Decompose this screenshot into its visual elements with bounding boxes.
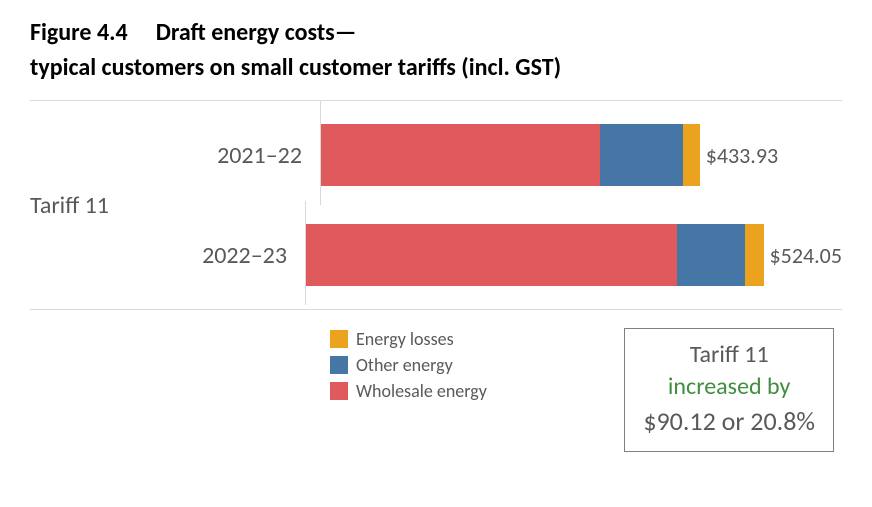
legend-label: Other energy: [356, 354, 453, 376]
bar-segment: [683, 124, 700, 186]
bar-segment: [305, 224, 677, 286]
below-chart-row: Energy losses Other energy Wholesale energ…: [30, 328, 842, 452]
bar-total-label: $433.93: [706, 142, 778, 169]
bar-segment: [600, 124, 683, 186]
legend-item: Wholesale energy: [330, 380, 487, 402]
figure-title-rest: Draft energy costs—: [156, 18, 357, 47]
tariff-group-label: Tariff 11: [30, 191, 109, 220]
figure-title-line-2: typical customers on small customer tari…: [30, 53, 842, 82]
bar-total-label: $524.05: [770, 242, 842, 269]
legend-label: Wholesale energy: [356, 380, 487, 402]
year-label: 2022–23: [30, 241, 305, 270]
callout-box: Tariff 11 increased by $90.12 or 20.8%: [624, 328, 834, 452]
legend-swatch: [330, 356, 348, 374]
legend: Energy losses Other energy Wholesale energ…: [330, 328, 487, 406]
bar-segment: [320, 124, 600, 186]
bar-row: 2021–22 $433.93: [30, 105, 842, 205]
legend-label: Energy losses: [356, 328, 454, 350]
callout-line-2: increased by: [643, 371, 815, 403]
stacked-bar: [320, 124, 700, 186]
axis-line: [320, 101, 321, 205]
bar-wrap: $433.93: [320, 105, 842, 205]
stacked-bar: [305, 224, 764, 286]
legend-item: Energy losses: [330, 328, 487, 350]
legend-swatch: [330, 382, 348, 400]
figure-title-line-1: Figure 4.4 Draft energy costs—: [30, 18, 842, 47]
bar-segment: [745, 224, 763, 286]
callout-line-3: $90.12 or 20.8%: [643, 404, 815, 439]
legend-item: Other energy: [330, 354, 487, 376]
bar-segment: [677, 224, 745, 286]
figure-number: Figure 4.4: [30, 18, 128, 47]
legend-swatch: [330, 330, 348, 348]
year-label: 2021–22: [30, 141, 320, 170]
chart-area: Tariff 11 2021–22 $433.93 2022–23 $524.0…: [30, 100, 842, 310]
callout-line-1: Tariff 11: [643, 339, 815, 371]
bar-wrap: $524.05: [305, 205, 842, 305]
axis-line: [305, 201, 306, 305]
bar-row: 2022–23 $524.05: [30, 205, 842, 305]
